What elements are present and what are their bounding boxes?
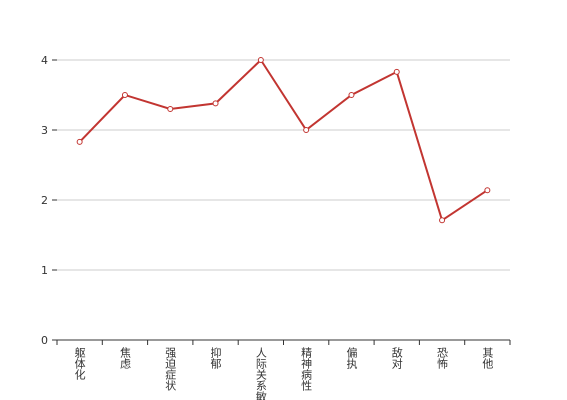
point (121, 92, 128, 98)
x-tick-label: 偏执 (345, 346, 358, 370)
point (76, 138, 83, 145)
point (303, 127, 310, 133)
x-tick-label: 其他 (481, 347, 494, 369)
point (393, 68, 400, 75)
point (348, 92, 355, 98)
x-tick-label: 敌对 (390, 346, 403, 369)
point (484, 187, 491, 194)
y-tick-label: 4 (41, 54, 48, 67)
x-tick-label: 人际关系敏感 (254, 347, 267, 400)
point (439, 217, 446, 224)
point (167, 106, 174, 112)
x-tick-label: 躯体化 (73, 347, 86, 381)
y-tick-label: 1 (41, 264, 48, 277)
x-tick-label: 精神病性 (300, 347, 313, 392)
x-tick-label: 焦虑 (118, 347, 131, 369)
y-tick-label: 2 (41, 194, 48, 207)
x-tick-label: 恐怖 (436, 347, 449, 369)
y-tick-label: 3 (41, 124, 48, 137)
y-tick-label: 0 (41, 334, 48, 347)
x-tick-label: 抑郁 (209, 346, 222, 369)
point (257, 57, 264, 63)
point (212, 100, 219, 107)
line (78, 58, 488, 222)
x-tick-label: 强迫症状 (164, 347, 177, 391)
